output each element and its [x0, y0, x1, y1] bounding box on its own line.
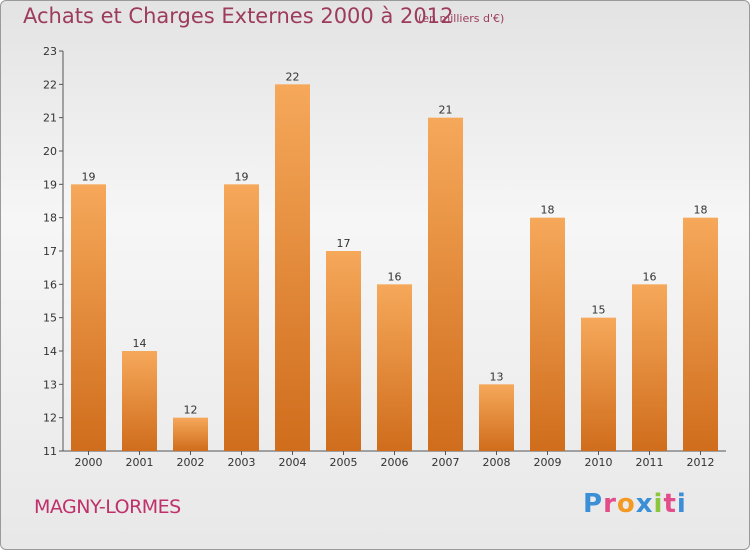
data-label: 14 [133, 337, 147, 350]
data-label: 21 [439, 104, 453, 117]
data-label: 15 [592, 304, 606, 317]
data-label: 19 [82, 170, 96, 183]
data-label: 12 [184, 404, 198, 417]
data-label: 18 [694, 204, 708, 217]
axes: 11 12 13 14 15 16 17 18 19 20 21 22 23 [43, 45, 726, 458]
data-label: 17 [337, 237, 351, 250]
x-tick-label: 2006 [381, 456, 409, 469]
y-tick-label: 11 [43, 445, 57, 458]
data-label: 19 [235, 170, 249, 183]
bar [632, 284, 667, 451]
chart-title: Achats et Charges Externes 2000 à 2012 [23, 4, 454, 28]
x-tick-label: 2010 [585, 456, 613, 469]
x-tick-label: 2008 [483, 456, 511, 469]
bar [377, 284, 412, 451]
bar [275, 84, 310, 451]
y-tick-label: 17 [43, 245, 57, 258]
logo-letter: x [635, 489, 654, 519]
x-tick-label: 2009 [534, 456, 562, 469]
y-tick-label: 23 [43, 45, 57, 58]
data-label: 22 [286, 70, 300, 83]
y-tick-label: 20 [43, 145, 57, 158]
x-tick-label: 2012 [687, 456, 715, 469]
y-tick-label: 22 [43, 78, 57, 91]
data-label: 16 [388, 270, 402, 283]
bar [326, 251, 361, 451]
data-label: 16 [643, 270, 657, 283]
data-label: 13 [490, 370, 504, 383]
logo-letter: i [653, 489, 664, 519]
logo-letter: P [583, 489, 604, 519]
y-tick-label: 13 [43, 378, 57, 391]
x-tick-label: 2000 [75, 456, 103, 469]
bar [581, 317, 616, 451]
bar [530, 217, 565, 451]
labels: 19 2000 14 2001 12 2002 19 2003 22 2004 17 2005 16 20… [75, 70, 715, 469]
bar [71, 184, 106, 452]
data-label: 18 [541, 204, 555, 217]
bar [224, 184, 259, 452]
commune-name: MAGNY-LORMES [34, 496, 181, 518]
bar [122, 351, 157, 451]
chart-unit: (en milliers d'€) [418, 12, 505, 25]
x-tick-label: 2001 [126, 456, 154, 469]
x-tick-label: 2004 [279, 456, 307, 469]
bars [71, 84, 718, 452]
bar [173, 417, 208, 451]
y-tick-label: 12 [43, 412, 57, 425]
logo-letter: t [663, 489, 677, 519]
y-tick-label: 18 [43, 212, 57, 225]
x-tick-label: 2007 [432, 456, 460, 469]
logo-letter: i [676, 489, 687, 519]
y-tick-label: 15 [43, 312, 57, 325]
bar [683, 217, 718, 451]
y-tick-label: 19 [43, 178, 57, 191]
y-tick-label: 14 [43, 345, 57, 358]
proxiti-logo[interactable]: Proxiti [583, 489, 687, 519]
bar [479, 384, 514, 451]
x-tick-label: 2003 [228, 456, 256, 469]
logo-letter: o [616, 489, 636, 519]
logo-letter: r [603, 489, 617, 519]
y-tick-label: 21 [43, 112, 57, 125]
x-tick-label: 2002 [177, 456, 205, 469]
x-tick-label: 2005 [330, 456, 358, 469]
bar [428, 117, 463, 452]
x-tick-label: 2011 [636, 456, 664, 469]
y-tick-label: 16 [43, 278, 57, 291]
